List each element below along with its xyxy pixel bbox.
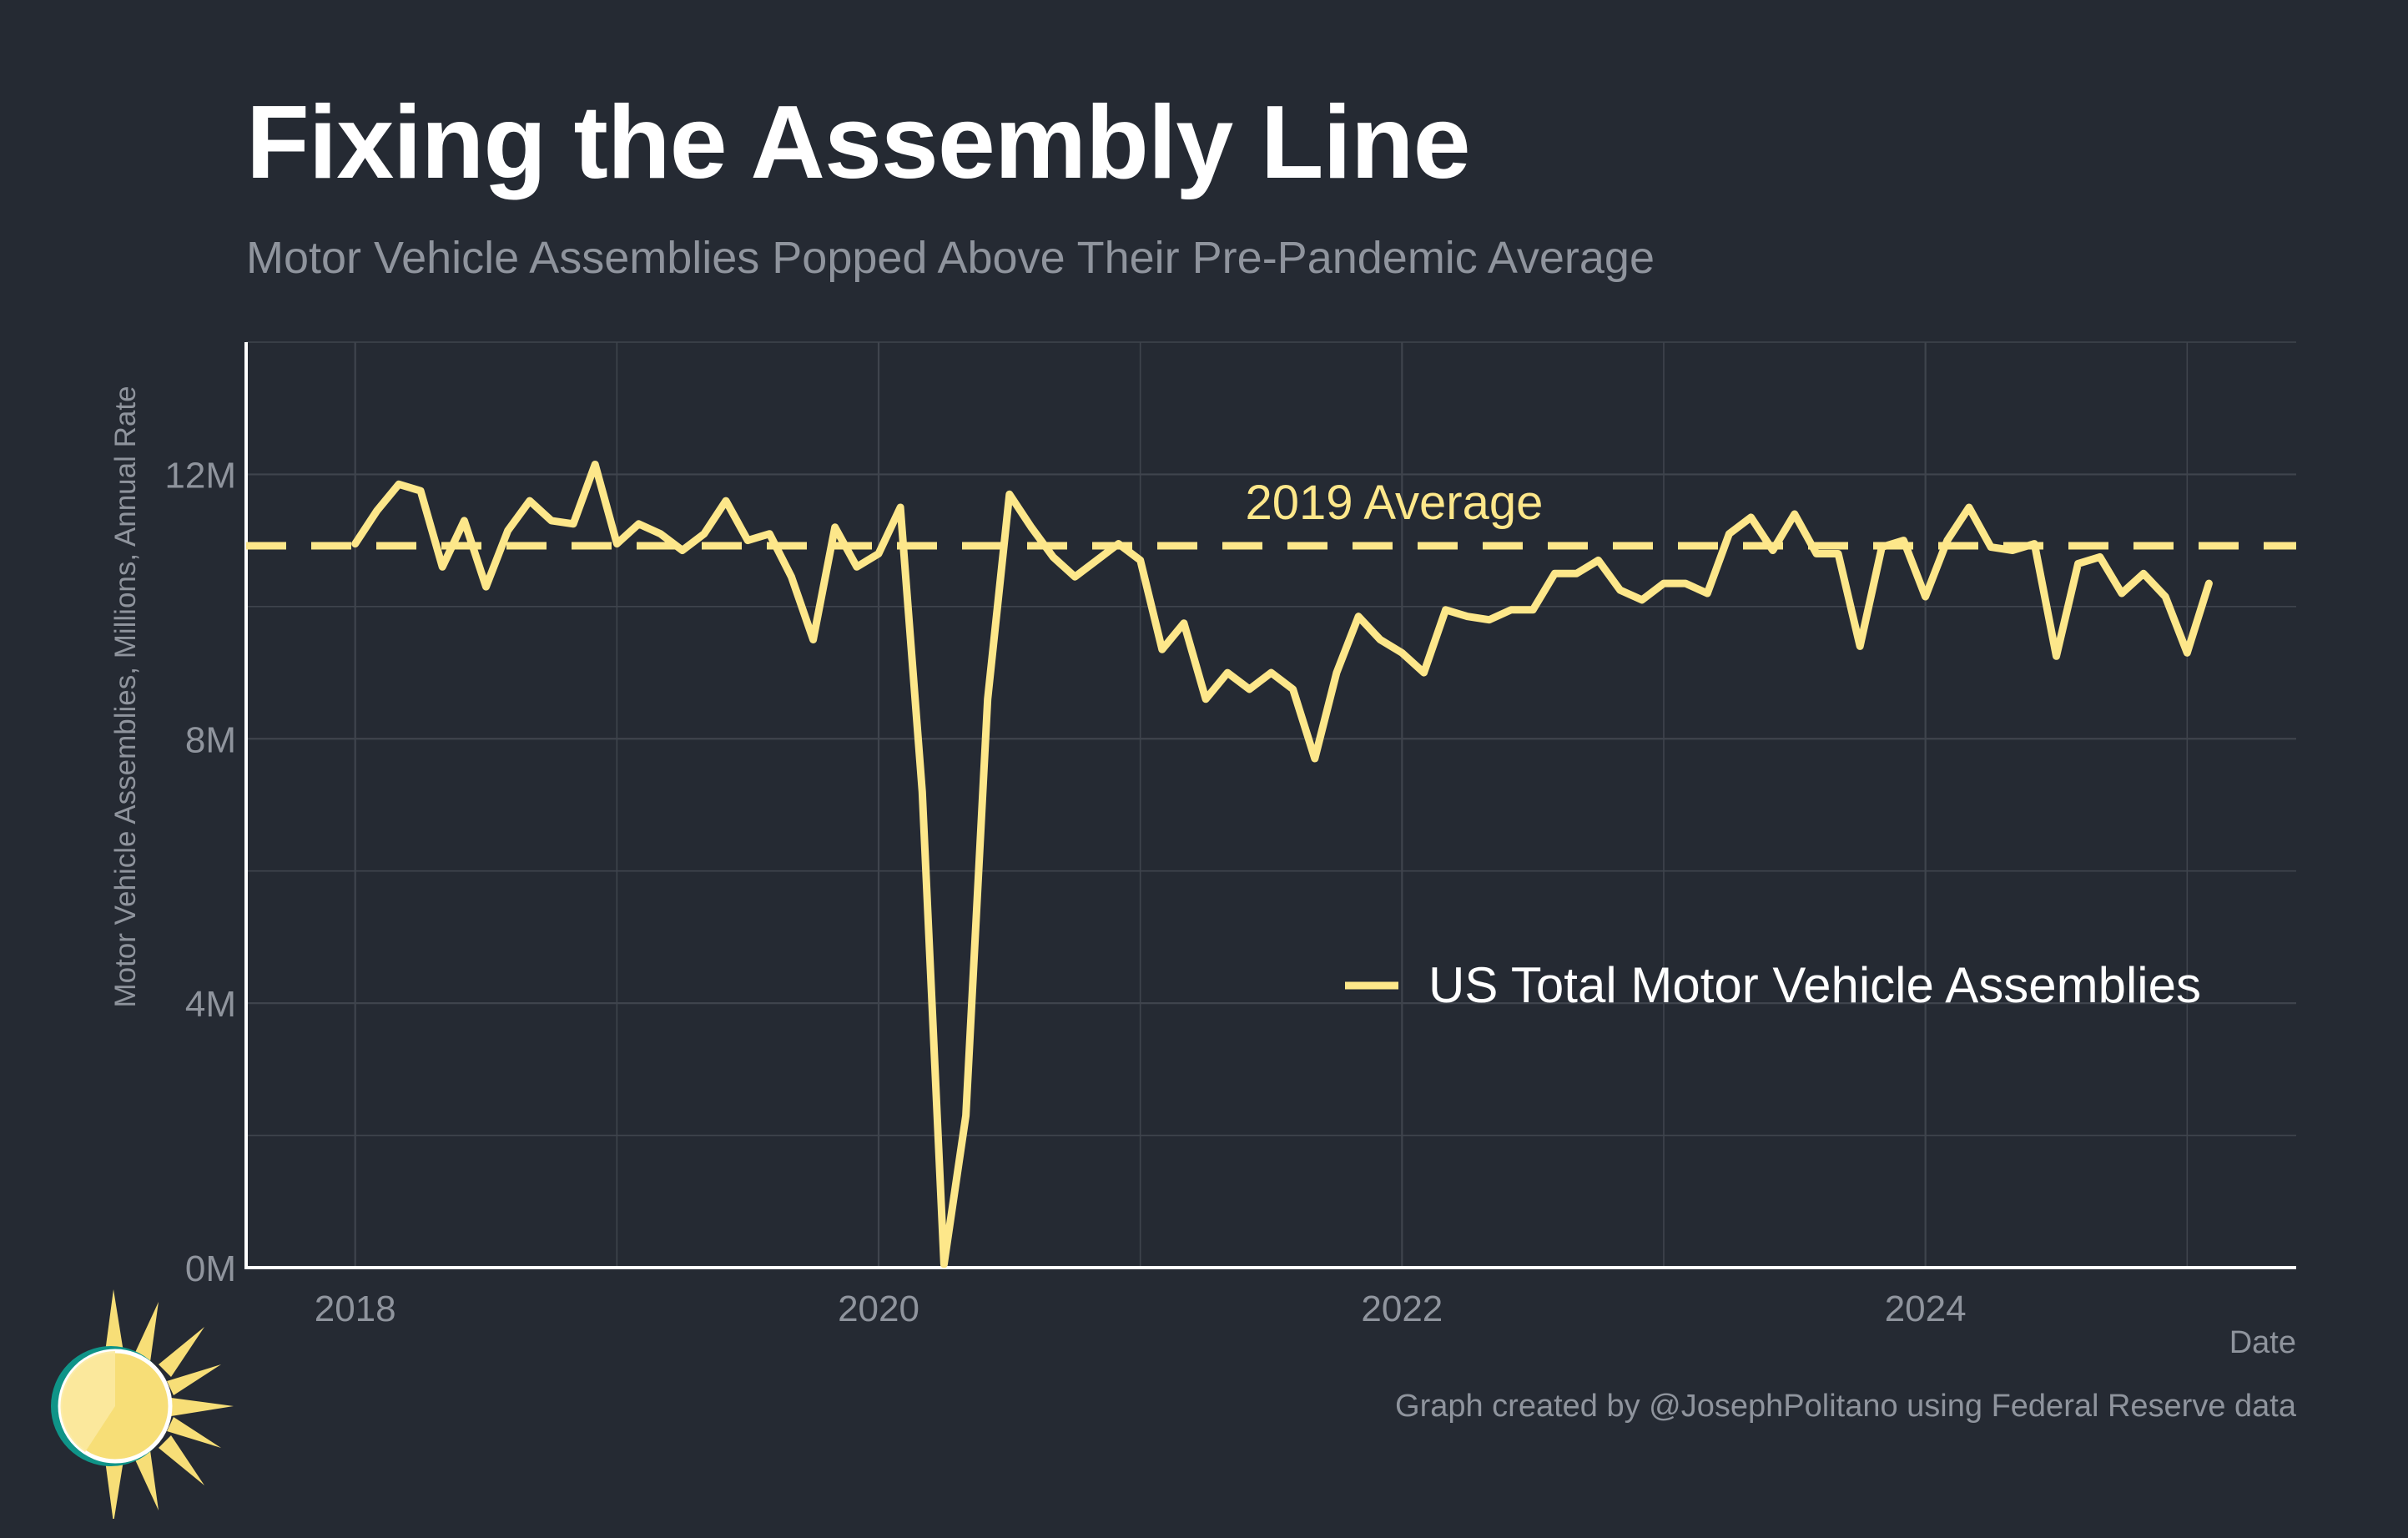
tick-labels: 0M 4M 8M 12M 2018 2020 2022 2024 [164,455,1966,1329]
series-line [351,461,2213,1268]
y-tick-label: 8M [185,719,236,760]
series-group [351,461,2213,1268]
chart-subtitle: Motor Vehicle Assemblies Popped Above Th… [246,233,1655,283]
y-axis-label: Motor Vehicle Assemblies, Millions, Annu… [109,386,142,1007]
sun-shade [60,1351,115,1452]
x-tick-label: 2020 [838,1288,919,1329]
x-tick-label: 2018 [315,1288,396,1329]
legend-label: US Total Motor Vehicle Assemblies [1428,957,2201,1013]
x-axis-label: Date [2229,1325,2296,1360]
source-caption: Graph created by @JosephPolitano using F… [1395,1389,2296,1424]
x-tick-label: 2024 [1885,1288,1967,1329]
y-tick-label: 0M [185,1248,236,1289]
x-tick-label: 2022 [1361,1288,1443,1329]
y-tick-label: 4M [185,984,236,1025]
axes [244,342,2296,1269]
chart-title: Fixing the Assembly Line [246,85,1471,200]
sun-logo [25,1285,242,1523]
y-tick-label: 12M [164,455,236,496]
legend: US Total Motor Vehicle Assemblies [1345,957,2201,1013]
reference-line-label: 2019 Average [1245,476,1543,530]
reference-line-group: 2019 Average [246,476,2296,550]
sun-rays-icon [105,1289,234,1523]
